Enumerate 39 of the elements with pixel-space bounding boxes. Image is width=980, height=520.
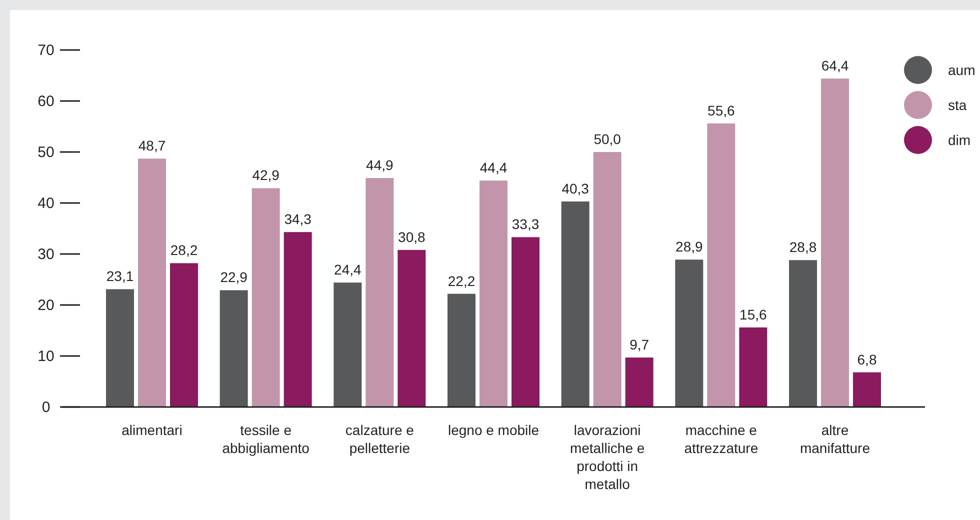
data-label: 9,7: [630, 336, 650, 353]
y-tick-label: 50: [38, 144, 54, 161]
data-label: 15,6: [740, 306, 768, 322]
x-tick-label: altre manifatture: [800, 422, 870, 456]
x-tick-label: lavorazioni metalliche e prodotti in metallo: [570, 422, 645, 492]
y-tick-label: 30: [38, 246, 54, 263]
data-label: 42,9: [252, 167, 280, 184]
data-label: 34,3: [284, 211, 312, 228]
x-tick-label: macchine e attrezzature: [684, 422, 758, 456]
data-label: 48,7: [138, 138, 166, 154]
data-label: 33,3: [512, 216, 540, 232]
y-tick-label: 40: [38, 195, 54, 212]
data-label: 30,8: [398, 228, 426, 245]
data-label: 6,8: [857, 351, 877, 368]
data-label: 40,3: [562, 180, 590, 196]
y-tick-label: 70: [38, 42, 54, 59]
data-label: 55,6: [708, 102, 736, 118]
x-tick-label: calzature e pelletterie: [345, 422, 414, 456]
legend-label: aum: [948, 62, 976, 78]
y-tick-label: 60: [38, 93, 54, 110]
x-tick-label: alimentari: [122, 422, 182, 438]
data-label: 24,4: [334, 262, 362, 278]
data-label: 23,1: [106, 268, 134, 284]
x-tick-label: legno e mobile: [448, 422, 540, 438]
y-tick-label: 20: [38, 297, 54, 314]
data-label: 28,9: [676, 238, 704, 255]
data-label: 64,4: [821, 58, 849, 74]
y-tick-label: 0: [42, 399, 50, 416]
x-tick-label: tessile e abbigliamento: [222, 422, 310, 456]
data-label: 44,9: [366, 157, 394, 174]
y-tick-label: 10: [38, 348, 54, 365]
legend-label: sta: [948, 97, 967, 113]
data-label: 22,9: [220, 269, 248, 286]
data-label: 28,2: [170, 242, 198, 258]
data-label: 22,2: [448, 272, 476, 289]
data-label: 50,0: [594, 131, 622, 147]
data-label: 28,8: [789, 239, 817, 256]
legend-label: dim: [948, 132, 971, 148]
data-label: 44,4: [480, 160, 508, 176]
